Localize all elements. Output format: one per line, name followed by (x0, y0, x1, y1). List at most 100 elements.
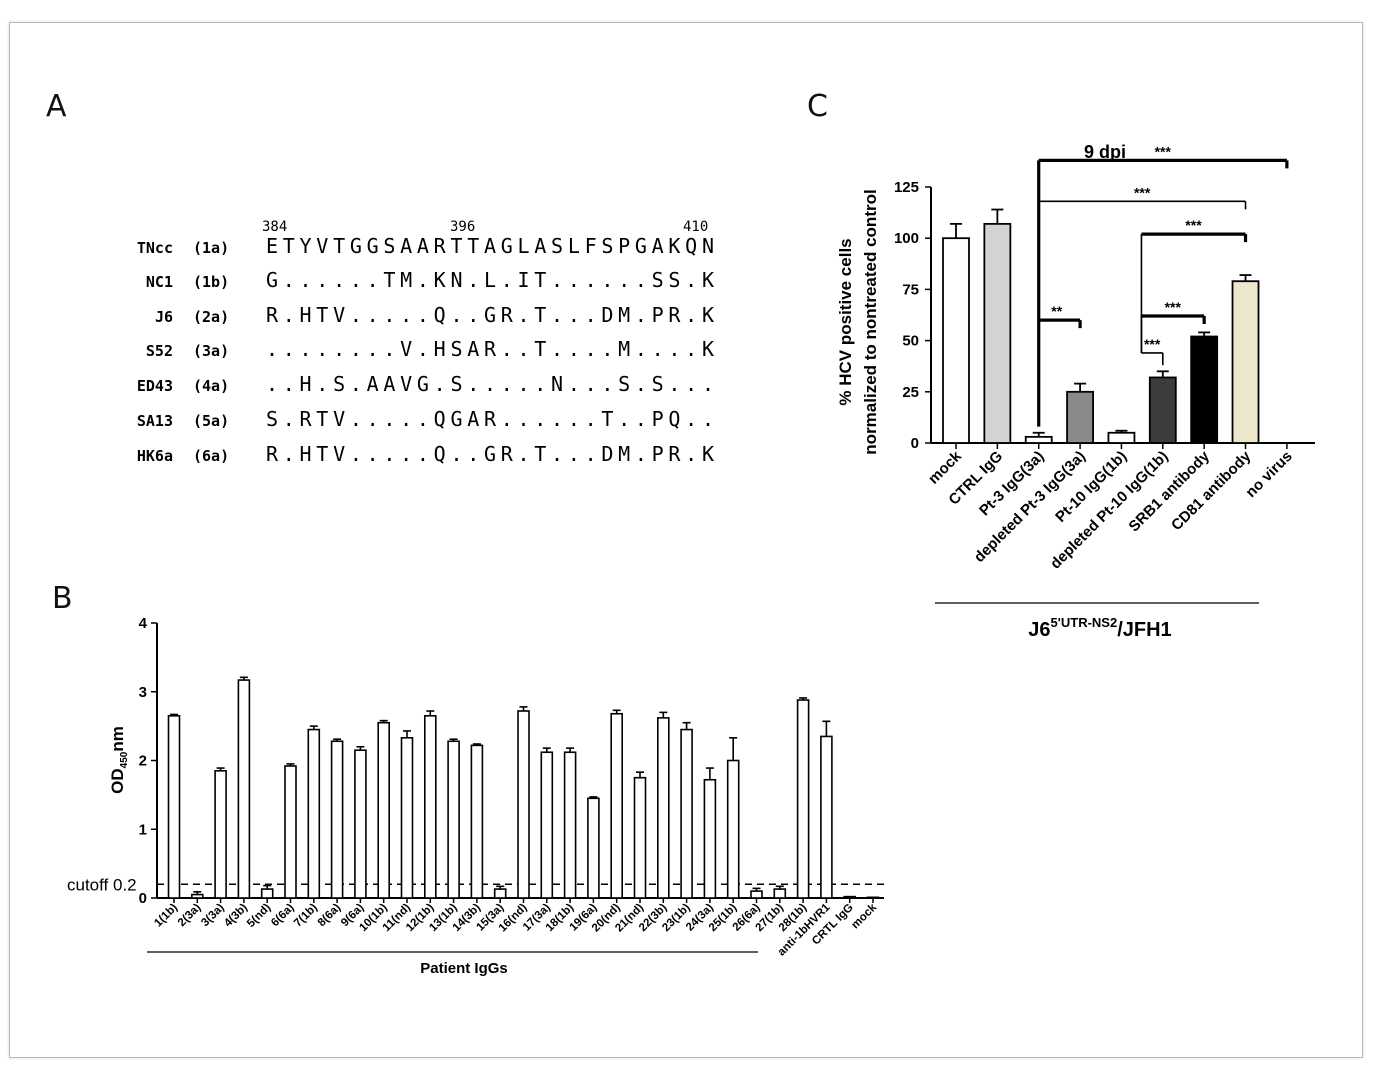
y-label-tail: nm (108, 726, 127, 752)
sequence-text: R.HTV.....Q..GR.T...DM.PR.K (266, 303, 714, 327)
bar (423, 715, 437, 899)
group-label: Patient IgGs (420, 960, 508, 977)
sequence-text: ..H.S.AAVG.S.....N...S.S... (266, 372, 714, 396)
bar (587, 797, 600, 899)
y-tick-label: 4 (139, 615, 148, 632)
chart-c: 9 dpi 0 25 50 75 100 125 % HCV positive cells no… (836, 142, 1315, 641)
significance-label: *** (1185, 217, 1202, 233)
x-tick-label: 2(3a) (176, 902, 204, 930)
strain-name: ED43 (137, 377, 173, 395)
bar (447, 740, 460, 899)
x-tick-label: mock (849, 901, 879, 931)
genotype-label: (3a) (193, 342, 229, 360)
group-label: J65'UTR-NS2/JFH1 (1028, 615, 1171, 641)
position-label-384: 384 (262, 219, 287, 235)
bar (330, 740, 344, 899)
bar (656, 717, 670, 899)
panel-letter-a: A (46, 89, 67, 124)
bar (167, 715, 181, 899)
x-tick-label: no virus (1242, 448, 1295, 501)
strain-name: TNcc (137, 239, 173, 257)
genotype-label: (6a) (193, 447, 229, 465)
x-tick-label: 8(6a) (316, 902, 344, 930)
x-tick-label: 4(3b) (222, 902, 250, 930)
strain-name: SA13 (137, 412, 173, 430)
y-label-main: OD (108, 768, 127, 794)
x-tick-label: 3(3a) (199, 902, 227, 930)
strain-name: S52 (146, 342, 173, 360)
y-tick-label: 50 (902, 333, 919, 350)
bar (191, 893, 204, 899)
panel-letter-c: C (807, 89, 828, 124)
y-axis-label-line1: % HCV positive cells (836, 238, 855, 405)
x-tick-label: 5(nd) (245, 902, 273, 930)
bar (284, 765, 297, 899)
genotype-label: (5a) (193, 412, 229, 430)
bar (750, 890, 763, 899)
group-label-tail: /JFH1 (1117, 619, 1171, 641)
y-tick-label: 1 (139, 821, 147, 838)
bar (517, 710, 530, 899)
bar (1024, 435, 1053, 444)
genotype-label: (4a) (193, 377, 229, 395)
bar (1107, 431, 1136, 444)
bar (377, 721, 391, 899)
bar (610, 712, 624, 899)
cutoff-label: cutoff 0.2 (67, 875, 137, 894)
bar (983, 222, 1012, 444)
bar (843, 895, 857, 899)
strain-name: J6 (155, 308, 173, 326)
y-tick-label: 0 (911, 435, 919, 452)
bar (1066, 390, 1094, 444)
y-axis-label-line2: normalized to nontreated control (861, 189, 880, 454)
significance-label: *** (1144, 336, 1161, 352)
genotype-label: (2a) (193, 308, 229, 326)
y-tick-label: 100 (894, 230, 919, 247)
bar (1190, 335, 1219, 444)
group-label-sup: 5'UTR-NS2 (1051, 615, 1118, 630)
significance-label: *** (1155, 143, 1172, 159)
bar (680, 728, 693, 899)
position-label-396: 396 (450, 219, 475, 235)
sequence-text: R.HTV.....Q..GR.T...DM.PR.K (266, 442, 714, 466)
bar (633, 776, 647, 899)
y-tick-label: 125 (894, 179, 919, 196)
y-tick-label: 75 (902, 281, 919, 298)
x-tick-label: 1(1b) (152, 902, 180, 930)
sequence-text: ........V.HSAR..T....M....K (266, 337, 714, 361)
significance-label: *** (1134, 184, 1151, 200)
significance-label: *** (1165, 299, 1182, 315)
y-tick-label: 3 (139, 684, 147, 701)
bar (214, 770, 227, 899)
chart-title: 9 dpi (1084, 142, 1126, 162)
bar (563, 751, 577, 899)
y-tick-label: 2 (139, 753, 147, 770)
bar (260, 888, 274, 899)
x-tick-label: 7(1b) (292, 902, 320, 930)
bar (470, 744, 484, 899)
y-tick-label: 0 (139, 890, 147, 907)
bar (703, 778, 717, 899)
position-label-410: 410 (683, 219, 708, 235)
strain-name: HK6a (137, 447, 173, 465)
sequence-text: S.RTV.....QGAR......T..PQ.. (266, 407, 714, 431)
y-tick-label: 25 (902, 384, 919, 401)
genotype-label: (1b) (193, 273, 229, 291)
x-tick-label: 6(6a) (269, 902, 297, 930)
bar (354, 749, 367, 899)
bar (820, 735, 833, 899)
chart-b: 0 1 2 3 4 OD450nm cutoff 0.2 1(1b)2(3a)3(3a)4(3… (67, 615, 884, 977)
significance-label: ** (1051, 303, 1062, 319)
bar (866, 896, 880, 899)
bar (726, 759, 740, 899)
y-axis-label: OD450nm (108, 726, 130, 794)
bar (307, 728, 321, 899)
sequence-text: G......TM.KN.L.IT......SS.K (266, 268, 714, 292)
bar (1148, 376, 1177, 444)
sequence-alignment: 384 396 410 TNcc (1a) ETYVTGGSAARTTAGLASLF… (137, 219, 714, 466)
bar (942, 237, 970, 444)
bar (796, 699, 810, 899)
panel-letter-b: B (52, 581, 73, 616)
sequence-text: ETYVTGGSAARTTAGLASLFSPGAKQN (266, 234, 714, 258)
